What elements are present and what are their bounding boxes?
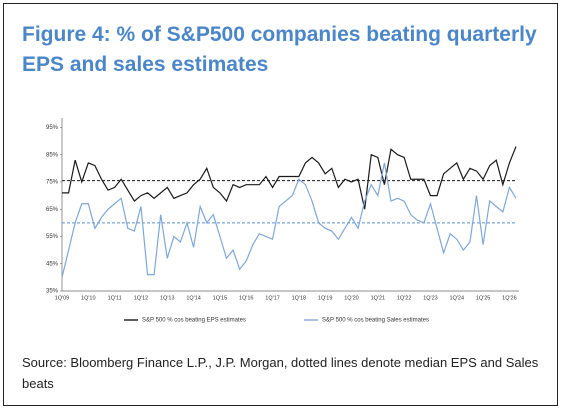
series-line (62, 146, 517, 210)
y-tick-label: 35% (46, 289, 59, 295)
y-tick-label: 85% (46, 152, 59, 158)
x-tick-label: 1Q'24 (450, 295, 465, 301)
x-tick-label: 1Q'13 (160, 295, 175, 301)
x-tick-label: 1Q'19 (318, 295, 333, 301)
chart: 35% 45% 55% 65% 75% 85% 95% 1Q'09 1Q'10 1Q'11 1Q'1… (46, 118, 519, 324)
y-tick-label: 95% (46, 125, 59, 131)
x-tick-label: 1Q'23 (423, 295, 438, 301)
y-tick-label: 75% (46, 180, 59, 186)
x-tick-label: 1Q'17 (265, 295, 280, 301)
y-tick-label: 55% (46, 234, 59, 240)
x-tick-label: 1Q'21 (371, 295, 386, 301)
x-tick-label: 1Q'26 (502, 295, 517, 301)
x-tick-label: 1Q'15 (213, 295, 228, 301)
x-tick-label: 1Q'11 (108, 295, 122, 301)
x-tick-label: 1Q'25 (476, 295, 491, 301)
x-tick-label: 1Q'22 (397, 295, 412, 301)
chart-frame: Figure 4: % of S&P500 companies beating … (3, 3, 558, 406)
series-line (61, 162, 517, 278)
chart-title: Figure 4: % of S&P500 companies beating … (22, 23, 537, 76)
y-tick-label: 45% (46, 261, 59, 267)
x-tick-label: 1Q'16 (239, 295, 254, 301)
x-tick-label: 1Q'18 (292, 295, 307, 301)
x-tick-label: 1Q'10 (81, 295, 96, 301)
legend-label: S&P 500 % cos beating Sales estimates (322, 318, 429, 324)
legend-label: S&P 500 % cos beating EPS estimates (142, 318, 246, 324)
x-tick-label: 1Q'14 (186, 295, 201, 301)
x-tick-label: 1Q'20 (344, 295, 359, 301)
y-tick-label: 65% (46, 207, 59, 213)
x-tick-label: 1Q'09 (55, 295, 70, 301)
source-note: Source: Bloomberg Finance L.P., J.P. Mor… (22, 355, 539, 391)
x-tick-label: 1Q'12 (134, 295, 149, 301)
